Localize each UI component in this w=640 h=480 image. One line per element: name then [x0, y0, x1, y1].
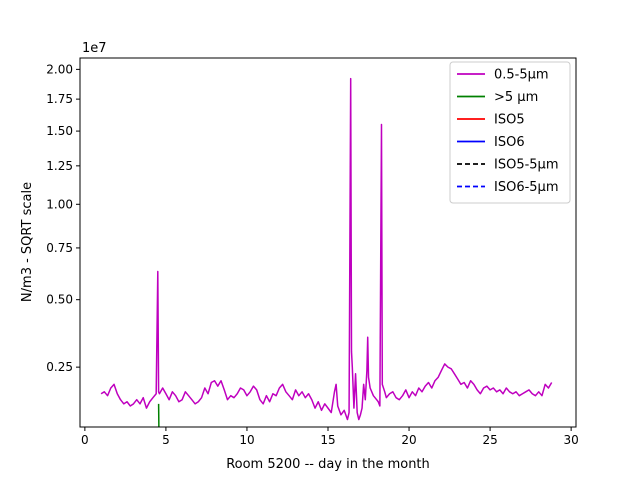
legend: 0.5-5µm >5 µm ISO5 ISO6 ISO5-5µm ISO6-5µm [449, 61, 571, 204]
x-axis: 0 5 10 15 20 25 30 [81, 427, 579, 447]
y-multiplier-label: 1e7 [82, 41, 107, 56]
legend-label: ISO5 [494, 113, 525, 128]
y-axis: 0.25 0.50 0.75 1.00 1.25 1.50 1.75 2.00 [46, 62, 80, 374]
x-tick-label: 25 [482, 433, 497, 447]
y-tick-label: 1.25 [46, 159, 73, 173]
x-tick-label: 0 [81, 433, 89, 447]
legend-label: ISO6 [494, 135, 525, 150]
x-axis-label: Room 5200 -- day in the month [226, 457, 430, 472]
legend-label: 0.5-5µm [494, 68, 549, 83]
legend-label: >5 µm [494, 90, 538, 105]
x-tick-label: 10 [239, 433, 254, 447]
x-tick-label: 15 [320, 433, 335, 447]
legend-label: ISO6-5µm [494, 180, 559, 195]
y-tick-label: 0.25 [46, 360, 73, 374]
x-tick-label: 5 [162, 433, 170, 447]
y-tick-label: 0.50 [46, 293, 73, 307]
x-tick-label: 20 [401, 433, 416, 447]
y-tick-label: 0.75 [46, 241, 73, 255]
y-tick-label: 1.50 [46, 124, 73, 138]
legend-label: ISO5-5µm [494, 158, 559, 173]
y-tick-label: 1.00 [46, 197, 73, 211]
y-tick-label: 1.75 [46, 92, 73, 106]
x-tick-label: 30 [563, 433, 578, 447]
y-axis-label: N/m3 - SQRT scale [20, 182, 35, 302]
series-line-0 [100, 77, 553, 421]
y-tick-label: 2.00 [46, 62, 73, 76]
plot-lines [100, 77, 553, 427]
